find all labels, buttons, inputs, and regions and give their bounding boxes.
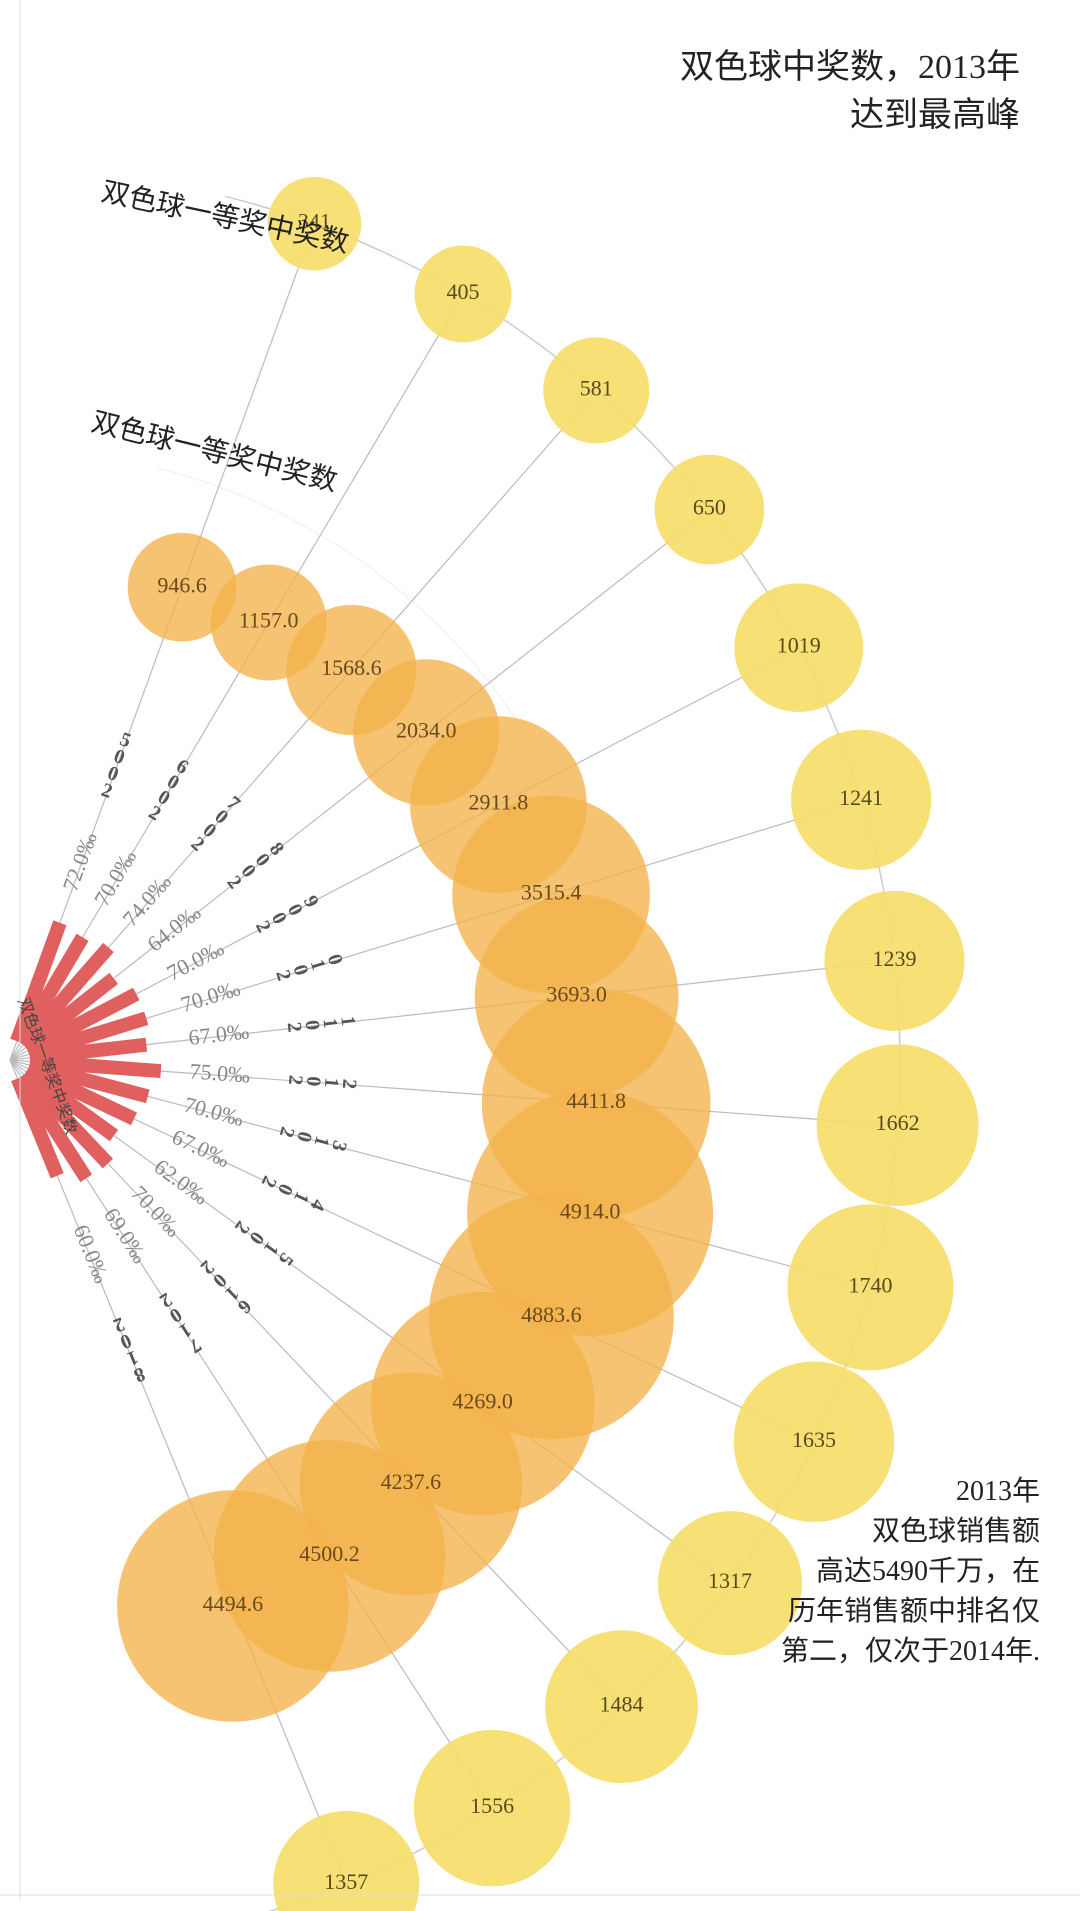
year-label-group: 2017	[154, 1288, 205, 1358]
year-char: 5	[117, 728, 136, 753]
sales-value: 3693.0	[546, 981, 607, 1006]
sales-value: 4494.6	[203, 1591, 264, 1616]
winners-value: 1019	[777, 633, 821, 658]
sales-value: 1568.6	[321, 655, 382, 680]
pct-value: 75.0‰	[189, 1058, 251, 1087]
year-char: 2	[338, 1078, 361, 1092]
winners-value: 1239	[872, 946, 916, 971]
winners-value: 1317	[708, 1568, 752, 1593]
winners-value: 1662	[876, 1110, 920, 1135]
year-label-group: 2016	[195, 1256, 256, 1319]
year-label-group: 2013	[274, 1124, 351, 1155]
sales-value: 4411.8	[566, 1088, 626, 1113]
caption-line: 历年销售额中排名仅	[788, 1595, 1040, 1627]
inner-bubbles-layer	[117, 533, 713, 1722]
pct-value: 60.0‰	[69, 1221, 115, 1286]
sales-value: 4237.6	[381, 1469, 442, 1494]
radial-bubble-chart: 3 4 1 946.6 72.0‰ 2005 405 1157.0 70.0‰ 2006 581 15…	[0, 0, 1080, 1911]
sales-value: 4269.0	[452, 1388, 513, 1413]
year-char: 0	[323, 952, 348, 970]
year-label-group: 2012	[284, 1074, 361, 1092]
sales-value: 946.6	[157, 572, 207, 597]
caption-line: 第二，仅次于2014年.	[781, 1635, 1040, 1667]
year-label-group: 2015	[229, 1217, 298, 1271]
year-label-group: 2018	[108, 1312, 148, 1387]
year-label-group: 2008	[222, 838, 289, 894]
year-char: 8	[129, 1362, 148, 1387]
pct-value: 70.0‰	[178, 975, 243, 1017]
winners-value: 1740	[848, 1272, 892, 1297]
pct-value: 67.0‰	[187, 1018, 250, 1050]
year-label-group: 2006	[145, 755, 194, 827]
series-label-inner: 双色球一等奖中奖数	[88, 406, 340, 498]
sales-value: 1157.0	[239, 608, 299, 633]
sales-value: 3515.4	[521, 880, 582, 905]
winners-value: 650	[693, 495, 726, 520]
winners-value: 1635	[792, 1427, 836, 1452]
year-char: 4	[305, 1196, 330, 1216]
sales-value: 4914.0	[560, 1198, 621, 1223]
pct-value: 72.0‰	[58, 829, 102, 894]
caption-line: 双色球销售额	[872, 1515, 1040, 1547]
winners-value: 1484	[600, 1692, 644, 1717]
year-char: 1	[336, 1015, 359, 1029]
pct-value: 70.0‰	[181, 1092, 246, 1132]
sales-value: 4883.6	[521, 1302, 582, 1327]
year-label-group: 2007	[187, 792, 246, 857]
winners-value: 581	[580, 375, 613, 400]
chart-title-line2: 达到最高峰	[850, 96, 1020, 134]
winners-value: 1556	[470, 1793, 514, 1818]
winners-value: 1241	[839, 785, 883, 810]
chart-title-line1: 双色球中奖数，2013年	[680, 48, 1020, 86]
sales-value: 2034.0	[396, 717, 457, 742]
winners-bubble	[273, 1811, 419, 1911]
winners-value: 405	[447, 279, 480, 304]
year-label-group: 2010	[271, 952, 347, 986]
winners-value: 1357	[324, 1869, 368, 1894]
sales-value: 4500.2	[299, 1541, 360, 1566]
caption-line: 2013年	[956, 1475, 1040, 1507]
year-label-group: 2009	[251, 892, 324, 938]
sales-value: 2911.8	[469, 790, 529, 815]
year-label-group: 2005	[98, 728, 135, 804]
caption-line: 高达5490千万，在	[816, 1555, 1040, 1587]
year-char: 3	[327, 1138, 351, 1155]
year-label-group: 2014	[256, 1173, 330, 1216]
year-label-group: 2011	[283, 1015, 360, 1035]
